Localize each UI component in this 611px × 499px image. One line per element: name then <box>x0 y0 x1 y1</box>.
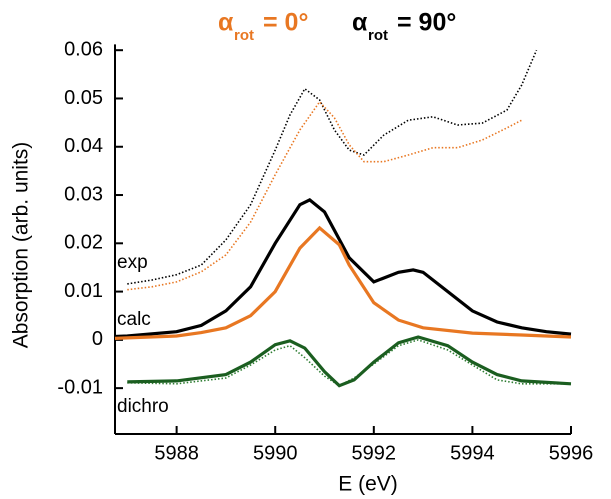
x-tick-label: 5996 <box>549 442 594 464</box>
y-tick-label: 0.06 <box>64 38 103 60</box>
annotation: exp <box>117 252 148 273</box>
series-line <box>114 225 572 340</box>
x-tick-label: 5992 <box>352 442 397 464</box>
x-tick-label: 5988 <box>154 442 199 464</box>
y-tick-label: 0 <box>92 328 103 350</box>
y-tick-label: -0.01 <box>57 376 103 398</box>
legend-symbol: α <box>218 9 234 37</box>
y-tick-label: 0.02 <box>64 232 103 254</box>
y-tick-label: 0.01 <box>64 280 103 302</box>
legend-symbol: α <box>352 9 368 37</box>
y-tick-label: 0.04 <box>64 135 103 157</box>
legend-text: = 90° <box>397 9 456 37</box>
annotation: calc <box>117 309 151 330</box>
y-tick-label: 0.03 <box>64 183 103 205</box>
legend-subscript: rot <box>368 27 388 44</box>
y-axis-title: Absorption (arb. units) <box>10 142 33 349</box>
x-tick-label: 5994 <box>450 442 495 464</box>
series-line <box>127 49 538 285</box>
legend-item: α rot = 90° <box>352 9 456 44</box>
legend-text: = 0° <box>263 9 308 37</box>
x-axis-title: E (eV) <box>338 473 398 496</box>
series-line <box>127 100 523 291</box>
annotation: dichro <box>117 396 169 417</box>
y-tick-label: 0.05 <box>64 87 103 109</box>
legend-subscript: rot <box>234 27 254 44</box>
legend-item: α rot = 0° <box>218 9 308 44</box>
x-tick-label: 5990 <box>253 442 298 464</box>
series-line <box>114 198 572 339</box>
series-line <box>127 335 572 388</box>
